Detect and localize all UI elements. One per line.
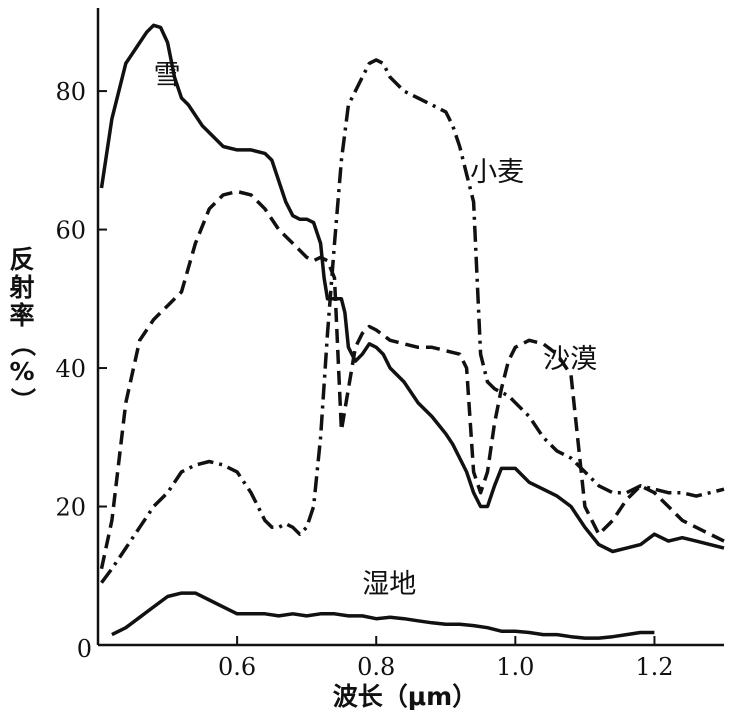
y-axis-title-char: 反 — [9, 245, 34, 274]
series-line-2 — [100, 58, 725, 584]
y-tick-label: 80 — [55, 78, 86, 106]
series-line-1 — [99, 23, 725, 554]
axes — [96, 8, 724, 647]
series-group — [99, 23, 725, 640]
series-label-2: 小麦 — [470, 157, 524, 188]
y-tick-label: 40 — [55, 355, 86, 383]
y-axis-title-char: 率 — [9, 301, 34, 330]
x-tick-label: 1.0 — [496, 653, 534, 681]
x-axis-ticks: 0.6 0.8 1.0 1.2 — [218, 636, 674, 681]
x-tick-label: 0.8 — [357, 653, 395, 681]
y-tick-label: 60 — [55, 217, 86, 245]
x-tick-label: 0.6 — [218, 653, 256, 681]
series-label-4: 湿地 — [362, 569, 416, 600]
y-tick-label: 20 — [55, 494, 86, 522]
x-axis-title: 波长（μm） — [333, 682, 477, 711]
y-axis-title-char: 射 — [8, 273, 34, 302]
y-axis-title-char: ） — [8, 387, 37, 412]
y-axis-title: 反射率（%） — [8, 245, 37, 413]
series-line-4 — [111, 591, 655, 640]
series-line-3 — [99, 189, 725, 570]
y-axis-title-char: % — [9, 357, 34, 386]
series-label-1: 雪 — [154, 60, 181, 91]
series-label-3: 沙漠 — [543, 344, 597, 375]
y-axis-ticks: 20 40 60 80 — [55, 78, 107, 522]
y-axis-title-char: （ — [8, 331, 37, 356]
x-tick-label: 1.2 — [635, 653, 673, 681]
origin-tick-label: 0 — [77, 635, 92, 663]
